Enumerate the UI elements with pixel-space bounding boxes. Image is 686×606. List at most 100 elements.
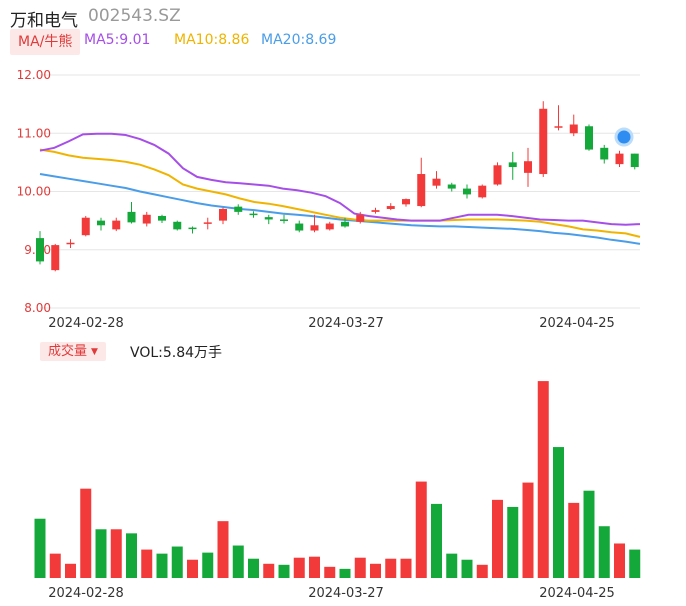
- volume-bar: [522, 482, 534, 578]
- volume-indicator-label: 成交量: [48, 344, 88, 359]
- marker-icon: [614, 127, 634, 147]
- volume-bar: [583, 490, 595, 578]
- ma10-line: [39, 148, 641, 238]
- candle-body: [615, 153, 624, 165]
- candle-body: [173, 221, 182, 230]
- candle-body: [341, 221, 349, 227]
- volume-bar: [110, 529, 122, 578]
- volume-bar: [202, 552, 214, 578]
- candle-body: [51, 245, 60, 271]
- candle-body: [36, 238, 44, 262]
- volume-bar: [354, 557, 366, 578]
- candle-body: [386, 206, 395, 209]
- ma20-line: [39, 173, 641, 245]
- candle-body: [66, 242, 75, 245]
- candle-body: [569, 124, 578, 134]
- volume-bar: [568, 502, 580, 578]
- candle-body: [524, 161, 532, 173]
- x-tick-label: 2024-02-28: [48, 316, 124, 331]
- stock-code: 002543.SZ: [88, 6, 181, 26]
- volume-bar: [278, 564, 290, 578]
- volume-bar: [156, 553, 168, 578]
- volume-x-tick-label: 2024-02-28: [48, 586, 124, 601]
- volume-bar: [34, 518, 46, 578]
- candle-body: [356, 214, 365, 222]
- ma5-legend: MA5:9.01: [84, 32, 151, 48]
- candle-body: [142, 214, 151, 224]
- volume-bar: [431, 503, 442, 578]
- volume-bar: [126, 533, 137, 578]
- candle-body: [97, 220, 105, 226]
- volume-bar: [141, 549, 153, 578]
- volume-bar: [309, 556, 320, 578]
- ma10-legend: MA10:8.86: [174, 32, 250, 48]
- candle-body: [295, 223, 304, 231]
- volume-bar: [80, 488, 92, 578]
- candle-body: [127, 211, 136, 223]
- volume-bar: [476, 564, 488, 578]
- candle-body: [630, 153, 639, 168]
- volume-x-tick-label: 2024-04-25: [539, 586, 615, 601]
- candle-body: [81, 217, 90, 236]
- candle-body: [463, 188, 471, 195]
- y-tick-label: 10.00: [17, 185, 51, 199]
- volume-bar: [370, 563, 381, 578]
- volume-bar: [598, 526, 610, 578]
- volume-bar: [415, 481, 427, 578]
- x-tick-label: 2024-04-25: [539, 316, 615, 331]
- candle-body: [478, 185, 487, 198]
- volume-bar: [400, 558, 412, 578]
- candle-body: [585, 126, 593, 150]
- volume-bar: [461, 559, 473, 578]
- volume-indicator-button[interactable]: 成交量 ▼: [40, 342, 106, 361]
- candle-body: [112, 220, 121, 230]
- volume-bar: [537, 381, 549, 578]
- volume-bar: [629, 549, 641, 578]
- x-tick-label: 2024-03-27: [308, 316, 384, 331]
- volume-bar: [507, 506, 519, 578]
- volume-bar: [446, 553, 458, 578]
- candle-body: [554, 126, 563, 128]
- candle-body: [219, 208, 227, 221]
- volume-bar: [324, 566, 336, 578]
- volume-x-tick-label: 2024-03-27: [308, 586, 384, 601]
- volume-bar: [614, 543, 625, 578]
- candle-body: [371, 210, 380, 212]
- volume-bar: [339, 568, 351, 578]
- candle-body: [264, 217, 273, 220]
- candle-body: [493, 165, 502, 185]
- candle-body: [249, 213, 258, 216]
- candle-body: [203, 222, 212, 224]
- caret-down-icon: ▼: [91, 347, 98, 357]
- ma20-legend: MA20:8.69: [261, 32, 337, 48]
- y-tick-label: 11.00: [17, 126, 51, 140]
- volume-bar: [248, 558, 259, 578]
- candle-body: [188, 227, 197, 230]
- volume-bar: [263, 563, 275, 578]
- ma5-line: [39, 132, 641, 226]
- candle-body: [158, 215, 166, 221]
- candle-body: [447, 184, 456, 189]
- y-tick-label: 12.00: [17, 68, 51, 82]
- volume-bar: [492, 499, 503, 578]
- volume-bar: [553, 447, 564, 578]
- volume-bar: [95, 529, 107, 578]
- volume-value: VOL:5.84万手: [130, 345, 223, 361]
- volume-bar: [187, 559, 198, 578]
- volume-bar: [385, 558, 397, 578]
- volume-bar: [232, 545, 244, 578]
- candle-body: [325, 223, 334, 230]
- volume-bar: [49, 553, 61, 578]
- candle-body: [417, 174, 426, 207]
- candle-body: [402, 199, 410, 205]
- y-tick-label: 8.00: [24, 301, 51, 315]
- volume-bar: [217, 521, 229, 578]
- candle-body: [234, 206, 243, 212]
- candle-body: [600, 147, 609, 160]
- ma-indicator-button[interactable]: MA/牛熊: [10, 29, 81, 55]
- candle-body: [280, 219, 288, 221]
- volume-bar: [171, 546, 183, 578]
- stock-name: 万和电气: [10, 11, 78, 31]
- candle-body: [310, 225, 319, 231]
